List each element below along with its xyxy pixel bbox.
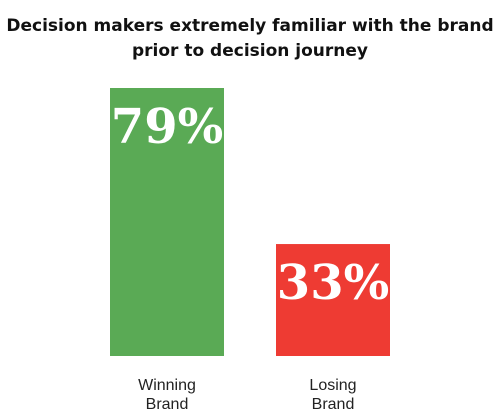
chart-title-line-1: Decision makers extremely familiar with … [6,16,494,36]
category-label-losing-brand-line-1: Losing [309,377,356,394]
category-label-winning-brand-line-1: Winning [138,377,196,394]
category-label-losing-brand-line-2: Brand [312,396,355,413]
bar-losing-brand [276,244,390,356]
chart-title: Decision makers extremely familiar with … [0,14,500,64]
bar-value-label-winning-brand: 79% [111,99,223,155]
category-label-winning-brand-line-2: Brand [146,396,189,413]
bar-value-label-losing-brand: 33% [277,255,389,311]
bar-winning-brand [110,88,224,356]
chart-title-line-2: prior to decision journey [131,41,369,61]
